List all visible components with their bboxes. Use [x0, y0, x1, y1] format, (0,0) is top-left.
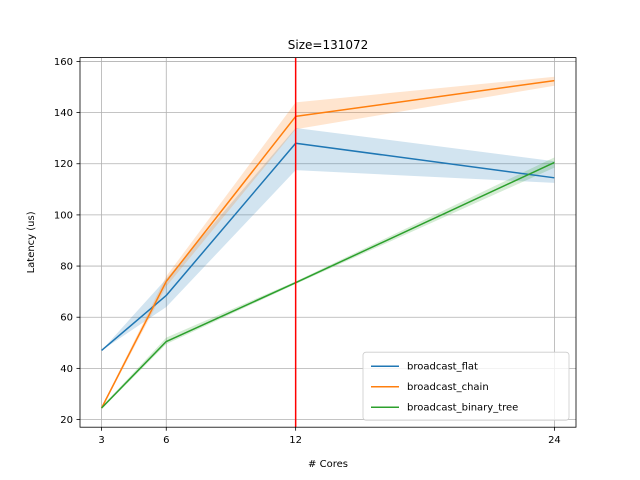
y-tick-label: 60	[60, 313, 73, 324]
series-line-broadcast_flat	[101, 142, 555, 352]
series-lines	[100, 79, 555, 409]
y-axis-label: Latency (us)	[26, 211, 37, 273]
legend: broadcast_flat broadcast_chain broadcast_b…	[362, 351, 570, 421]
y-tick-label: 40	[60, 364, 73, 375]
y-tick-label: 80	[60, 262, 73, 273]
x-tick-label: 24	[548, 435, 561, 446]
series-line-broadcast_binary_tree	[101, 161, 555, 409]
x-tick-label: 3	[98, 435, 104, 446]
chart-title: Size=131072	[288, 38, 369, 52]
y-axis-ticks: 20 40 60 80 100 120 140 160	[54, 57, 80, 426]
y-tick-label: 100	[54, 210, 73, 221]
confidence-bands	[101, 76, 555, 410]
x-axis-label: # Cores	[308, 459, 348, 470]
x-axis-ticks: 3 6 12 24	[98, 427, 561, 446]
x-tick-label: 12	[289, 435, 302, 446]
y-tick-label: 120	[54, 159, 73, 170]
series-line-broadcast_chain	[100, 79, 555, 409]
y-tick-label: 160	[54, 57, 73, 68]
confidence-band-broadcast_binary_tree	[101, 157, 555, 410]
legend-label-broadcast_flat: broadcast_flat	[407, 362, 478, 373]
legend-label-broadcast_binary_tree: broadcast_binary_tree	[407, 403, 518, 414]
y-tick-label: 20	[60, 415, 73, 426]
confidence-band-broadcast_chain	[101, 76, 555, 410]
legend-box	[362, 351, 570, 421]
x-tick-label: 6	[163, 435, 169, 446]
plot-frame	[79, 57, 577, 428]
y-tick-label: 140	[54, 108, 73, 119]
legend-label-broadcast_chain: broadcast_chain	[407, 382, 489, 393]
